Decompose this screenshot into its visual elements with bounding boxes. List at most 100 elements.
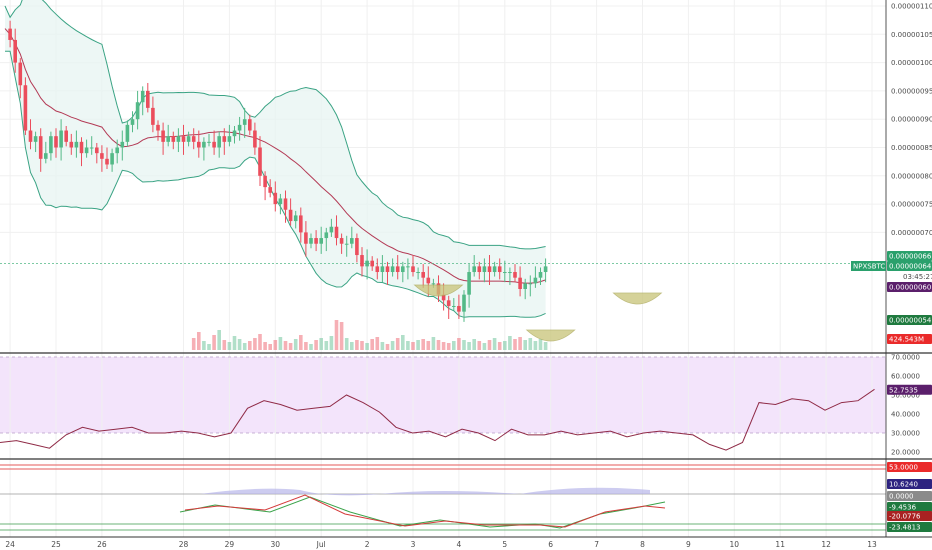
candle-body	[64, 130, 68, 142]
candle-body	[176, 136, 181, 142]
candle-body	[518, 277, 522, 289]
date-label: 9	[686, 540, 691, 549]
osc-tag-bg	[887, 491, 932, 501]
osc-histogram	[200, 487, 650, 496]
candle-body	[33, 136, 38, 142]
candle-body	[186, 136, 191, 142]
candle-body	[503, 272, 507, 274]
candle-body	[293, 215, 298, 222]
candle-body	[497, 266, 502, 273]
candle-body	[360, 255, 364, 267]
candle-body	[283, 198, 288, 210]
candle-body	[95, 147, 99, 154]
rsi-axis-label: 70.0000	[891, 354, 920, 362]
candle-body	[135, 102, 140, 120]
candle-body	[508, 272, 512, 274]
rsi-axis-label: 20.0000	[891, 449, 920, 457]
date-label: 25	[51, 540, 61, 549]
price-axis-label: 0.00000080	[891, 172, 932, 180]
candle-body	[237, 124, 242, 131]
date-label: 4	[457, 540, 462, 549]
cup-annotations	[413, 284, 663, 342]
cup-shape	[525, 329, 576, 342]
candle-body	[421, 272, 425, 278]
date-label: 13	[867, 540, 877, 549]
candle-body	[309, 238, 313, 244]
candle-body	[105, 158, 109, 165]
volume-bar	[446, 343, 451, 350]
candle-body	[401, 266, 405, 273]
candle-body	[339, 238, 344, 244]
candle-body	[263, 175, 267, 188]
date-label: 30	[271, 540, 281, 549]
price-axis-label: 0.00000085	[891, 144, 932, 152]
volume-bar	[477, 341, 482, 350]
bollinger-basis	[4, 28, 546, 284]
candle-body	[166, 136, 170, 142]
volume-bar	[232, 336, 237, 350]
volume-bar	[253, 338, 257, 350]
symbol-tag: NPXSBTC	[853, 263, 885, 271]
volume-bar	[334, 320, 339, 350]
volume-bar	[543, 342, 548, 350]
candle-body	[84, 147, 89, 154]
volume-bar	[355, 340, 359, 350]
candle-body	[207, 141, 211, 143]
volume-bar	[370, 339, 374, 350]
candle-body	[253, 130, 257, 148]
rsi-axis-label: 50.0000	[891, 392, 920, 400]
price-tag-lower-band: 0.00000054	[889, 317, 932, 325]
candle-body	[222, 136, 227, 142]
volume-bar	[207, 344, 211, 350]
date-label: Jul	[316, 540, 326, 549]
price-axis-label: 0.00000090	[891, 116, 932, 124]
candle-body	[472, 266, 476, 273]
candle-body	[202, 141, 206, 148]
volume-bar	[487, 340, 492, 350]
candle-body	[416, 272, 420, 274]
candle-body	[441, 294, 446, 301]
volume-bar	[304, 342, 308, 350]
candle-body	[452, 305, 456, 307]
candle-body	[13, 39, 17, 63]
price-axis-label: 0.00000075	[891, 201, 932, 209]
volume-bar	[227, 342, 232, 350]
volume-bar	[217, 330, 221, 350]
candle-body	[457, 305, 461, 312]
candle-body	[268, 187, 272, 193]
candle-body	[197, 141, 201, 148]
date-label: 2	[365, 540, 370, 549]
bollinger-upper	[4, 0, 546, 250]
candle-body	[120, 141, 125, 148]
volume-bar	[431, 337, 436, 350]
countdown-label: 03:45:27	[903, 273, 932, 281]
candle-body	[319, 238, 323, 244]
volume-bar	[263, 342, 267, 350]
volume-bar	[457, 338, 461, 350]
volume-bar	[268, 344, 272, 350]
candle-body	[365, 260, 369, 267]
volume-bar	[436, 340, 441, 350]
date-label: 11	[775, 540, 785, 549]
candle-body	[74, 141, 79, 148]
candle-body	[477, 266, 482, 273]
osc-tag-bg	[887, 522, 932, 532]
candle-body	[406, 266, 410, 268]
date-label: 24	[5, 540, 15, 549]
candle-body	[533, 277, 538, 284]
price-tag-basis-bg	[887, 282, 932, 292]
candle-body	[528, 283, 533, 285]
osc-tag-bg	[887, 511, 932, 521]
rsi-axis-label: 30.0000	[891, 430, 920, 438]
osc-tag-bg	[887, 502, 932, 512]
candle-body	[538, 272, 543, 278]
candle-body	[110, 153, 114, 165]
price-tag-upper-band: 0.00000066	[889, 253, 932, 261]
rsi-value-tag-bg	[887, 384, 932, 395]
osc-tag: 10.6240	[889, 481, 918, 489]
osc-tag: 53.0000	[889, 464, 918, 472]
candle-body	[513, 272, 517, 278]
volume-bar	[324, 341, 329, 350]
candle-body	[314, 238, 318, 244]
